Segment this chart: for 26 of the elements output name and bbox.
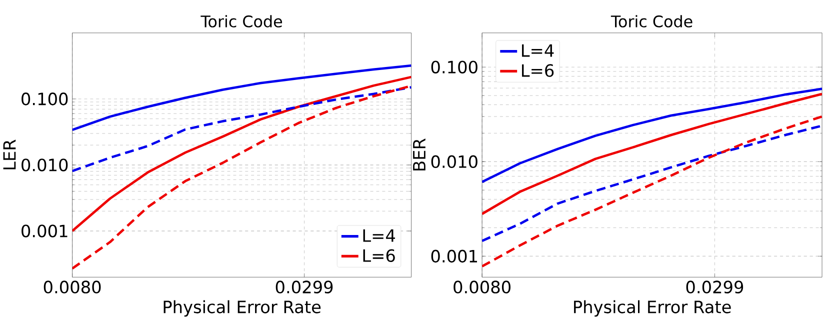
x-tick-label: 0.0080 [454,280,510,294]
chart-title: Toric Code [200,15,282,28]
y-tick-label: 0.010 [431,155,478,168]
y-tick-label: 0.001 [22,224,68,238]
line-series [482,115,822,268]
line-series [482,124,822,242]
x-tick-label: 0.0080 [44,280,101,294]
x-tick-label: 0.0299 [276,280,333,294]
legend-label: L=6 [522,64,554,77]
legend-label: L=4 [522,44,554,57]
y-tick-label: 0.100 [22,92,68,106]
y-axis-title: BER [413,138,426,170]
y-tick-label: 0.001 [431,250,477,263]
line-series [482,88,822,184]
legend-label: L=6 [363,249,395,262]
x-axis-title: Physical Error Rate [574,300,731,317]
chart-title: Toric Code [610,15,692,28]
y-tick-label: 0.100 [431,60,478,74]
y-tick-label: 0.010 [22,158,68,172]
line-series [482,92,822,216]
y-axis-title: LER [3,140,16,170]
x-tick-label: 0.0299 [686,280,744,294]
line-series [72,86,412,172]
x-axis-title: Physical Error Rate [164,300,321,317]
legend-label: L=4 [363,229,395,242]
line-series [72,64,412,132]
